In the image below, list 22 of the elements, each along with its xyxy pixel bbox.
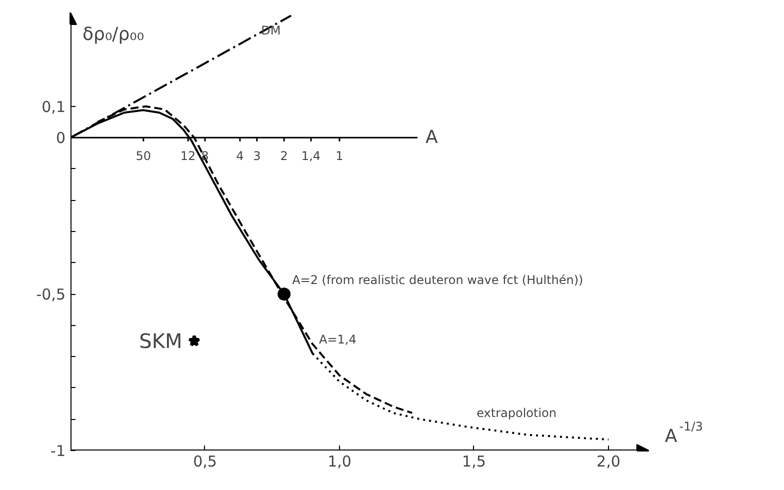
x-tick-label: 1,0 [328,452,352,470]
annotation: A=1,4 [318,332,356,347]
y-tick-label: -1 [50,442,66,460]
y-tick-label: -0,5 [36,286,66,304]
annotation: extrapolotion [476,406,556,420]
x-tick-label: 0,5 [193,452,217,470]
annotation: A=2 (from realistic deuteron wave fct (Hulthén)) [292,273,584,288]
y-tick-label: 0,1 [42,98,66,116]
annotation: 4 [236,149,244,164]
annotation: 2 [280,149,288,164]
series-label: SKM [139,329,182,353]
series-label: DM [261,24,281,38]
y-tick-label: 0 [56,129,66,148]
annotation: 1,4 [301,149,321,164]
x-tick-label: 2,0 [596,452,620,470]
x-tick-label: 1,5 [462,452,486,470]
annotation: 1 [336,149,344,164]
y-axis-title: δρ₀/ρ₀₀ [82,24,144,45]
annotation: 3 [253,149,261,164]
annotation: 12 [180,149,196,164]
annotation: 50 [136,149,152,164]
ref-line-label: A [426,127,438,148]
